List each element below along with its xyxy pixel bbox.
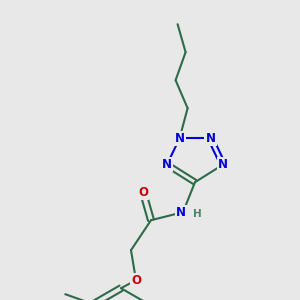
Text: N: N <box>175 132 184 145</box>
Text: O: O <box>131 274 141 287</box>
Text: H: H <box>193 209 201 219</box>
Text: N: N <box>206 132 215 145</box>
Text: O: O <box>138 186 148 199</box>
Text: N: N <box>218 158 228 171</box>
Text: N: N <box>162 158 172 171</box>
Text: N: N <box>176 206 186 219</box>
